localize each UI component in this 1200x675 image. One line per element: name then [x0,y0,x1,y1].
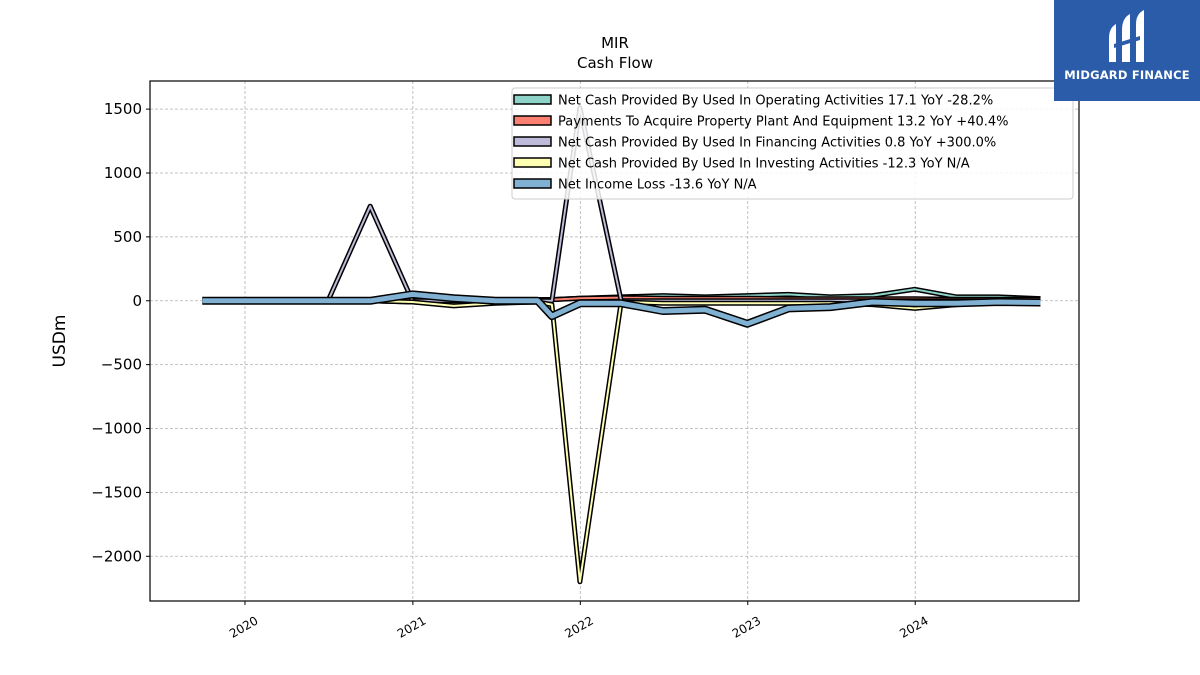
x-tick-label: 2024 [897,613,930,640]
x-axis: 2020 2021 2022 2023 2024 [227,601,931,641]
y-axis-label: USDm [50,315,70,368]
y-tick-label: −1500 [91,483,142,501]
legend-entry-label: Net Cash Provided By Used In Investing A… [558,157,970,172]
y-tick-label: −2000 [91,547,142,565]
legend: Net Cash Provided By Used In Operating A… [511,87,1074,200]
x-tick-label: 2020 [227,613,260,640]
series-layer [202,105,1041,585]
legend-swatch [513,115,552,126]
x-tick-label: 2022 [562,613,595,640]
legend-box [511,87,1074,200]
chart-subtitle: Cash Flow [577,54,653,72]
midgard-finance-logo: MIDGARD FINANCE [1054,0,1200,101]
legend-entry-label: Net Cash Provided By Used In Operating A… [558,94,993,109]
y-axis: 1500 1000 500 0 −500 −1000 −1500 −2000 [91,100,150,565]
plot-frame [149,80,1080,602]
x-tick-label: 2021 [395,613,428,640]
x-tick-label: 2023 [730,613,763,640]
y-tick-label: −500 [101,356,142,374]
legend-entry-label: Net Cash Provided By Used In Financing A… [558,136,996,151]
legend-entry-label: Payments To Acquire Property Plant And E… [558,115,1009,130]
y-tick-label: 500 [113,228,142,246]
y-tick-label: 1500 [104,100,142,118]
chart-title: MIR [601,34,629,52]
legend-swatch [513,94,552,105]
series-5 [202,290,1041,328]
y-tick-label: 1000 [104,164,142,182]
legend-entry-label: Net Income Loss -13.6 YoY N/A [558,178,757,193]
y-tick-label: −1000 [91,420,142,438]
legend-swatch [513,136,552,147]
y-tick-label: 0 [132,292,142,310]
series-line [202,299,1041,583]
legend-swatch [513,157,552,168]
series-line-outline [202,298,1041,585]
legend-swatch [513,178,552,189]
logo-text: MIDGARD FINANCE [1064,68,1190,82]
midgard-logo-icon [1109,10,1144,62]
